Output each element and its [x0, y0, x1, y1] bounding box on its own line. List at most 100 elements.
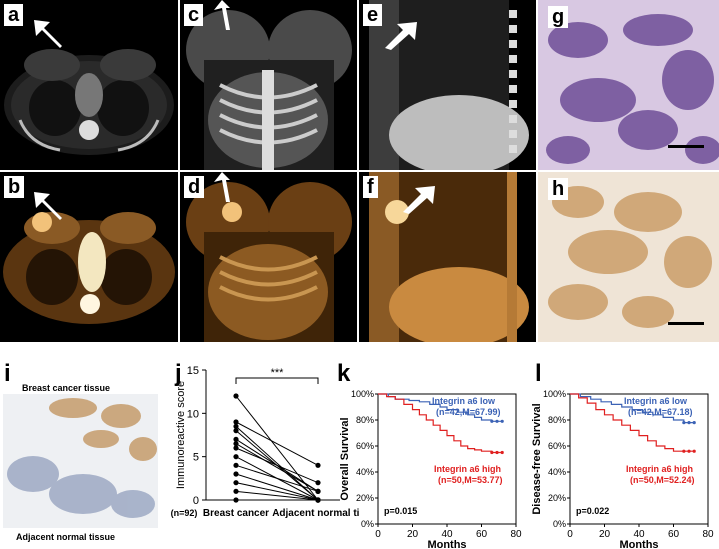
ct-sagittal-image — [359, 0, 536, 170]
pair-line — [235, 490, 319, 501]
data-point — [233, 441, 239, 447]
pair-line — [235, 443, 319, 492]
censor-mark — [687, 449, 691, 453]
breast-cancer-tissue-label: Breast cancer tissue — [22, 383, 111, 393]
chart-l-disease-free-survival: 0% 20% 40% 60% 80% 100% 0 20 40 60 80 Months Disease… — [532, 389, 714, 549]
pair-line — [235, 447, 319, 484]
y-tick-label: 20% — [548, 493, 566, 503]
censor-mark — [692, 421, 696, 425]
panel-label-l: l — [535, 360, 542, 387]
y-tick-label: 0 — [193, 495, 199, 507]
petct-sagittal-image — [359, 172, 536, 342]
panel-d-petct-coronal: d — [180, 172, 357, 342]
series-detail-label: (n=50,M=52.24) — [630, 475, 695, 485]
panel-i-ihc-comparison — [3, 394, 158, 528]
significance-label: *** — [271, 367, 285, 379]
y-axis-label: Overall Survival — [340, 417, 351, 500]
data-point — [233, 436, 239, 442]
category-label: Breast cancer — [203, 508, 269, 519]
data-point — [315, 480, 321, 486]
panel-label-i: i — [4, 360, 11, 387]
x-tick-label: 20 — [407, 529, 419, 540]
ct-axial-image — [0, 0, 178, 170]
y-tick-label: 60% — [356, 441, 374, 451]
y-tick-label: 10 — [187, 408, 199, 420]
data-point — [233, 393, 239, 399]
data-point — [233, 454, 239, 460]
data-point — [233, 462, 239, 468]
censor-mark — [500, 419, 504, 423]
pair-line — [235, 473, 319, 501]
panel-e-ct-sagittal: e — [359, 0, 536, 170]
y-tick-label: 40% — [356, 467, 374, 477]
panel-g-he-histology: g — [538, 0, 719, 170]
y-tick-label: 80% — [548, 415, 566, 425]
censor-mark — [682, 449, 686, 453]
pair-line — [235, 421, 319, 466]
panel-label-k: k — [337, 360, 351, 387]
panel-label-d: d — [184, 176, 205, 198]
petct-axial-image — [0, 172, 178, 342]
arrow-icon — [385, 22, 417, 50]
y-tick-label: 15 — [187, 365, 199, 377]
panel-label-j: j — [175, 360, 182, 387]
survival-curve — [378, 393, 503, 454]
series-name-label: Integrin a6 high — [434, 464, 501, 474]
panel-label-a: a — [4, 4, 24, 26]
data-point — [233, 419, 239, 425]
censor-mark — [687, 421, 691, 425]
x-tick-label: 60 — [668, 529, 680, 540]
panel-label-e: e — [363, 4, 383, 26]
panel-a-ct-axial: a — [0, 0, 178, 170]
arrow-icon — [34, 192, 62, 220]
x-tick-label: 80 — [510, 529, 522, 540]
pair-line — [235, 425, 319, 501]
survival-curve — [570, 393, 695, 424]
data-point — [233, 445, 239, 451]
x-tick-label: 80 — [702, 529, 714, 540]
x-tick-label: 40 — [633, 529, 645, 540]
significance-bracket — [235, 377, 319, 384]
series-name-label: Integrin a6 high — [626, 464, 693, 474]
adjacent-normal-tissue-label: Adjacent normal tissue — [16, 532, 116, 542]
data-point — [233, 488, 239, 494]
data-point — [315, 497, 321, 503]
y-axis-label: Immunoreactive score — [175, 381, 187, 489]
pair-line — [235, 464, 319, 492]
he-stain-image — [538, 0, 719, 170]
x-tick-label: 20 — [599, 529, 611, 540]
x-axis-label: Months — [427, 539, 466, 549]
panel-c-ct-coronal: c — [180, 0, 357, 170]
series-detail-label: (n=50,M=53.77) — [438, 475, 503, 485]
data-point — [315, 462, 321, 468]
panel-h-ihc-histology: h — [538, 172, 719, 342]
pair-line — [235, 482, 319, 501]
censor-mark — [495, 419, 499, 423]
category-label: Adjacent normal tissues — [272, 508, 360, 519]
x-tick-label: 0 — [375, 529, 381, 540]
series-detail-label: (n=42,M=67.18) — [628, 407, 693, 417]
panel-label-b: b — [4, 176, 25, 198]
series-name-label: Integrin a6 low — [432, 396, 496, 406]
censor-mark — [490, 450, 494, 455]
p-value-label: p=0.022 — [576, 506, 609, 516]
arrow-icon — [403, 186, 435, 214]
panel-label-g: g — [548, 6, 569, 28]
survival-curve — [570, 393, 695, 452]
censor-mark — [490, 419, 494, 423]
panel-label-f: f — [363, 176, 378, 198]
data-point — [233, 423, 239, 429]
ihc-comparison-image — [3, 394, 158, 528]
y-tick-label: 80% — [356, 415, 374, 425]
panel-label-c: c — [184, 4, 204, 26]
y-tick-label: 0% — [553, 519, 566, 529]
censor-mark — [500, 450, 504, 455]
arrow-icon — [214, 0, 230, 30]
censor-mark — [692, 449, 696, 453]
data-point — [233, 428, 239, 434]
x-tick-label: 60 — [476, 529, 488, 540]
x-axis-label: Months — [619, 539, 658, 549]
censor-mark — [682, 421, 686, 425]
x-tick-label: 0 — [567, 529, 573, 540]
